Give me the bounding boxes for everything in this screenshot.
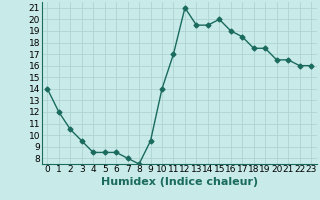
X-axis label: Humidex (Indice chaleur): Humidex (Indice chaleur) <box>100 177 258 187</box>
